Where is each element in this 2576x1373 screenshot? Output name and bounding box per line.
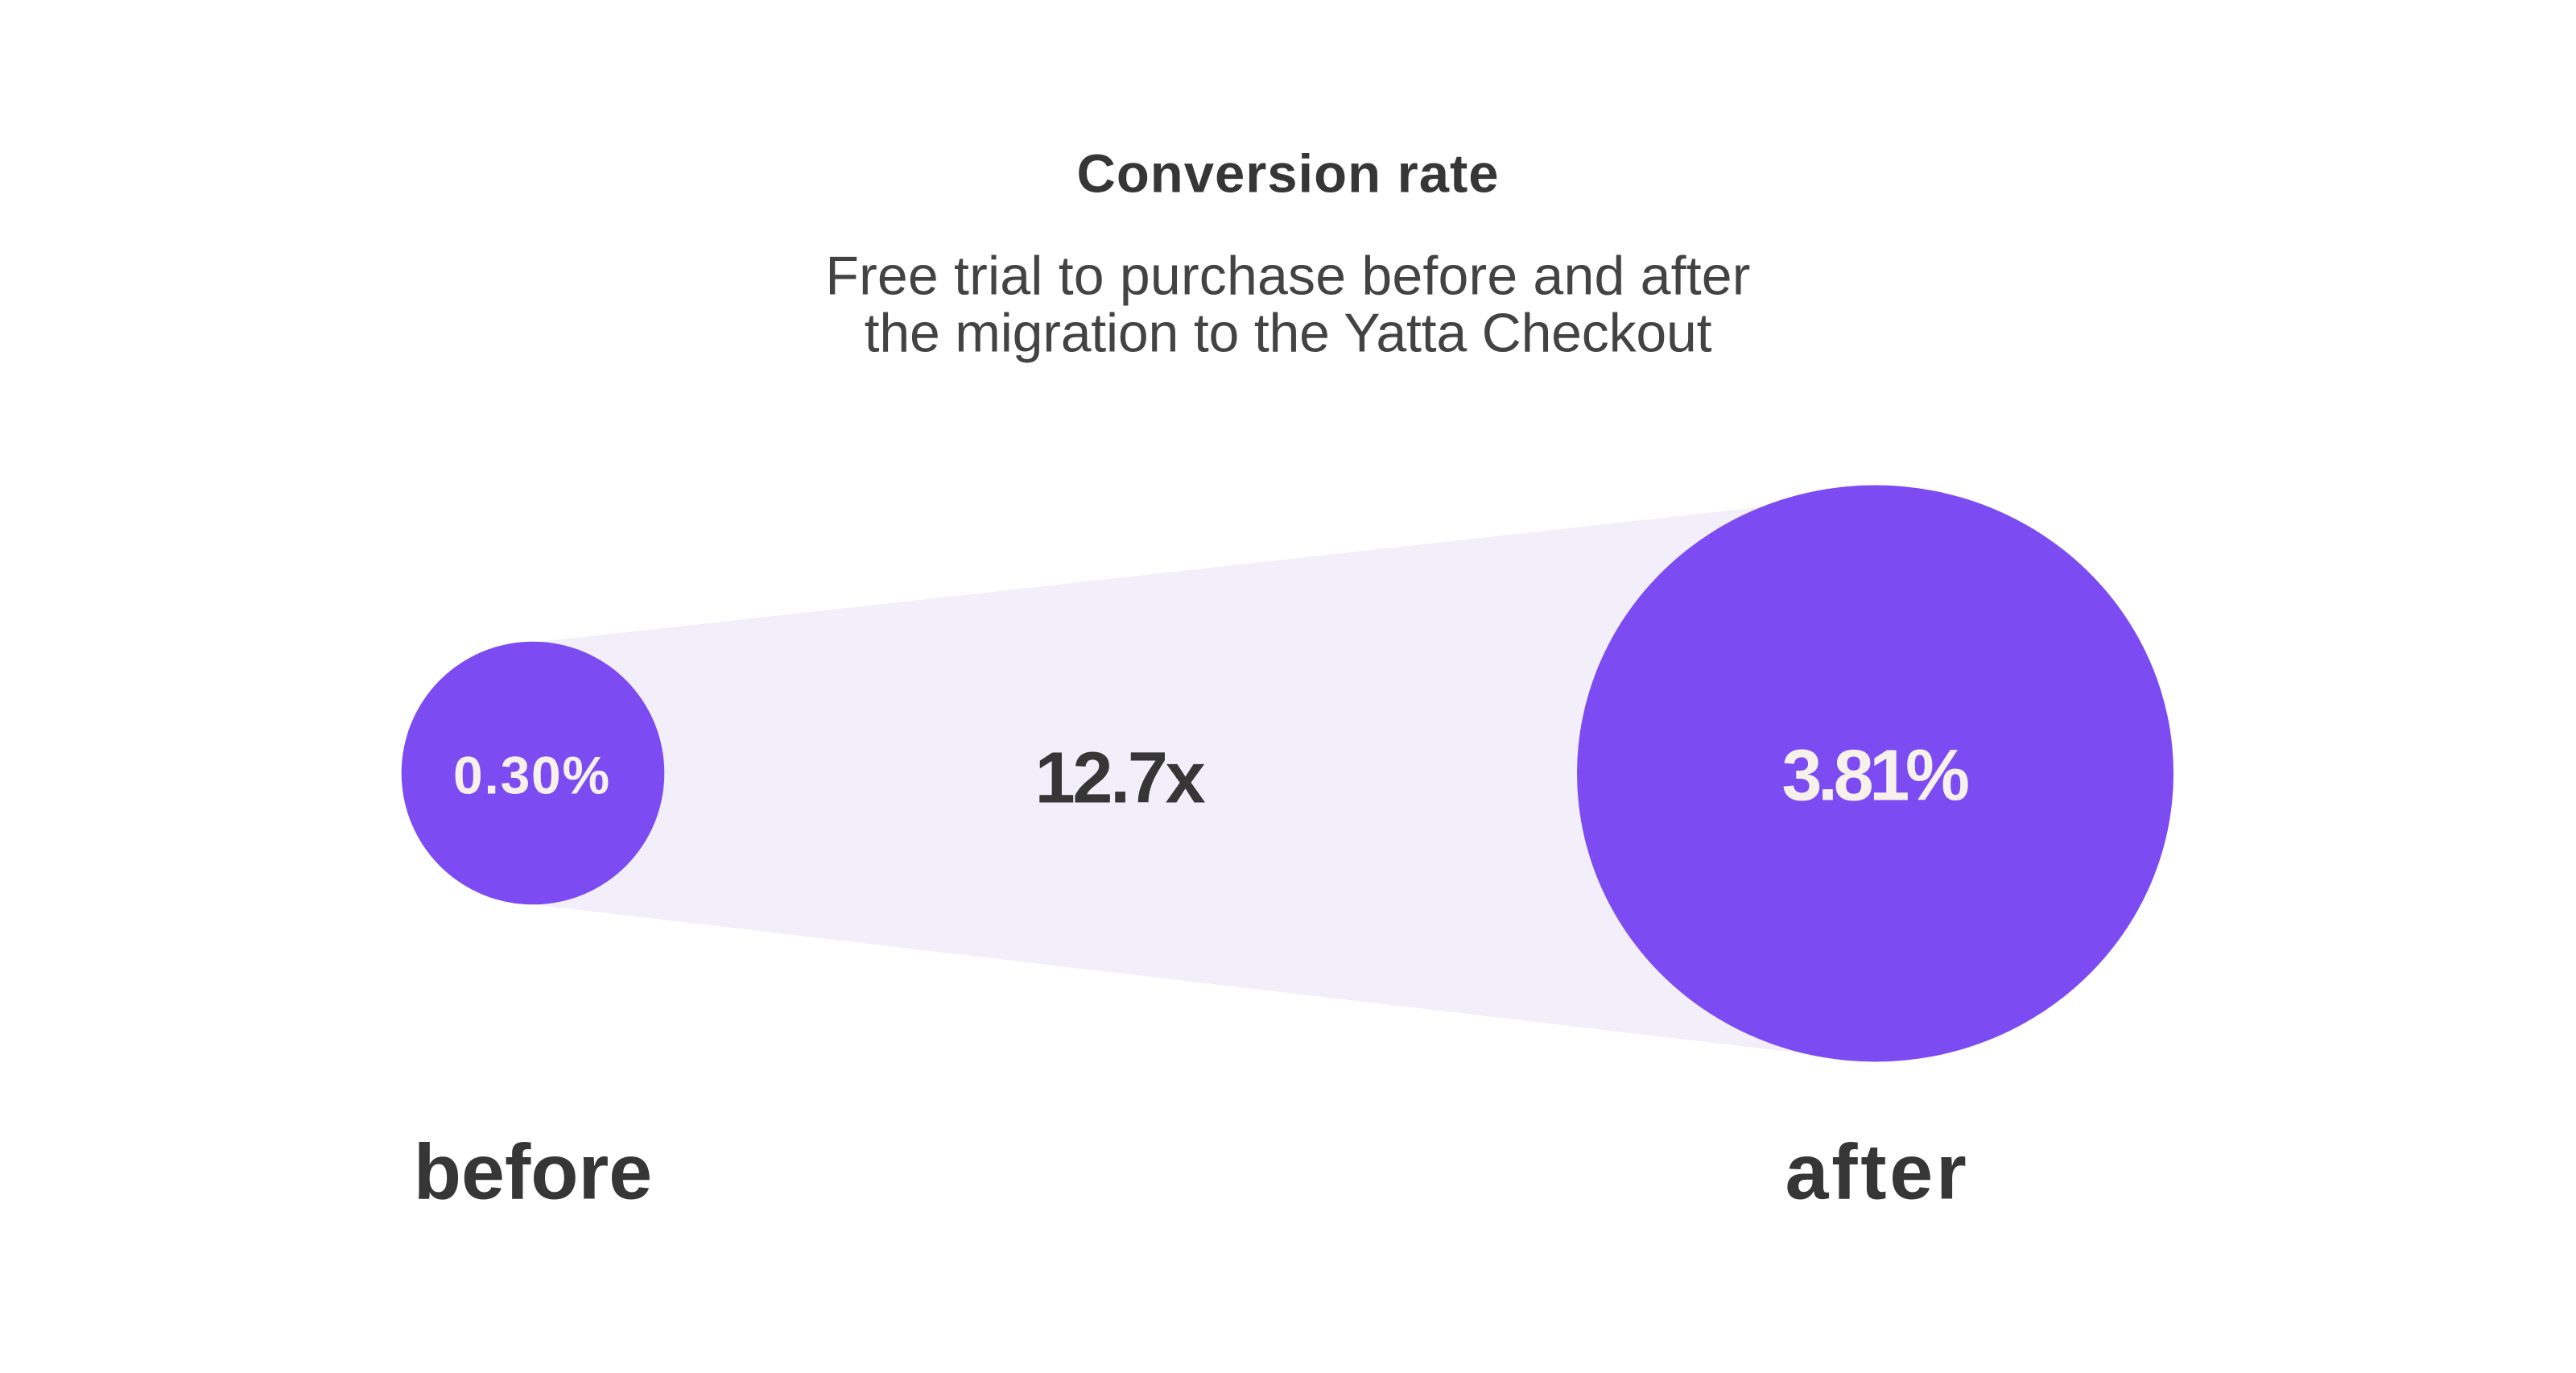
svg-text:the migration to the Yatta Che: the migration to the Yatta Checkout xyxy=(865,303,1712,364)
svg-text:0.30%: 0.30% xyxy=(453,746,611,805)
svg-text:after: after xyxy=(1785,1128,1970,1216)
svg-text:Free trial to purchase before: Free trial to purchase before and after xyxy=(825,246,1750,307)
svg-text:3.81%: 3.81% xyxy=(1781,736,1968,817)
svg-text:before: before xyxy=(414,1128,652,1216)
svg-text:12.7x: 12.7x xyxy=(1035,738,1206,819)
svg-text:Conversion rate: Conversion rate xyxy=(1076,144,1499,205)
